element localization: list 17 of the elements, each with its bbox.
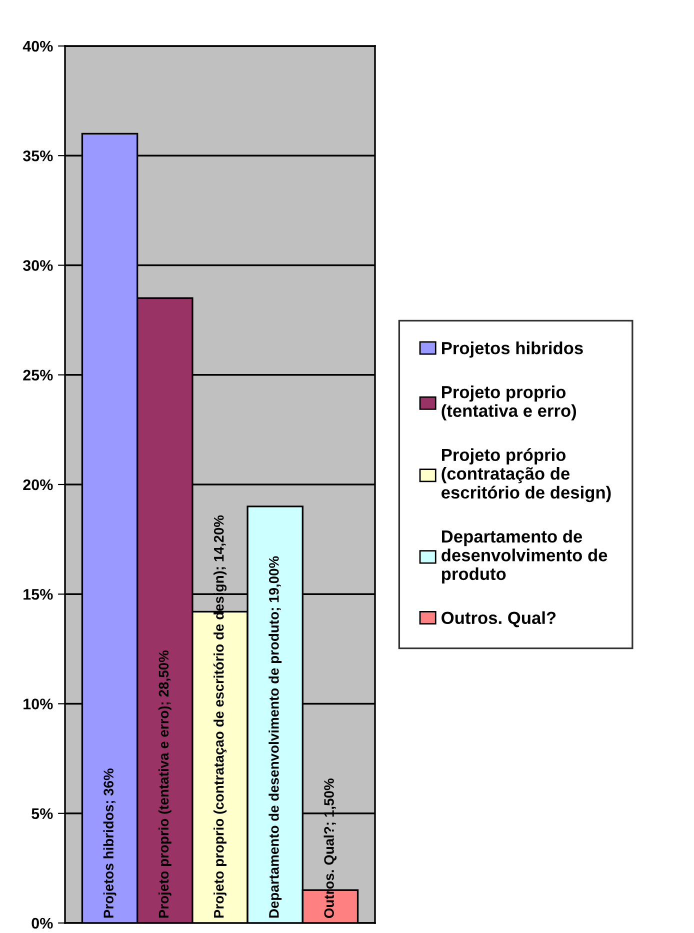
legend-label: Projeto próprio (contratação de escritório de design) <box>442 448 611 502</box>
y-tick-label: 5% <box>32 808 53 820</box>
y-tick-label: 20% <box>23 479 53 490</box>
y-tick-label: 35% <box>22 150 53 162</box>
data-label: Departamento de desenvolvimento de produto; 19,00% <box>268 556 282 918</box>
y-tick-label: 0% <box>32 918 53 929</box>
data-label: Projetos hibridos; 36% <box>103 768 116 918</box>
y-tick-label: 30% <box>22 260 53 271</box>
y-tick-label: 40% <box>22 40 53 52</box>
y-tick-label: 15% <box>24 589 53 600</box>
legend-label: Outros. Qual? <box>442 611 556 628</box>
y-tick-label: 10% <box>24 698 53 710</box>
data-label: Projeto proprio (tentativa e erro); 28,50% <box>158 650 172 918</box>
legend-label: Projetos hibridos <box>442 342 583 358</box>
y-tick-label: 25% <box>23 370 53 381</box>
legend-label: Departamento de desenvolvimento de produto <box>442 530 608 584</box>
legend-label: Projeto proprio (tentativa e erro) <box>442 385 576 420</box>
